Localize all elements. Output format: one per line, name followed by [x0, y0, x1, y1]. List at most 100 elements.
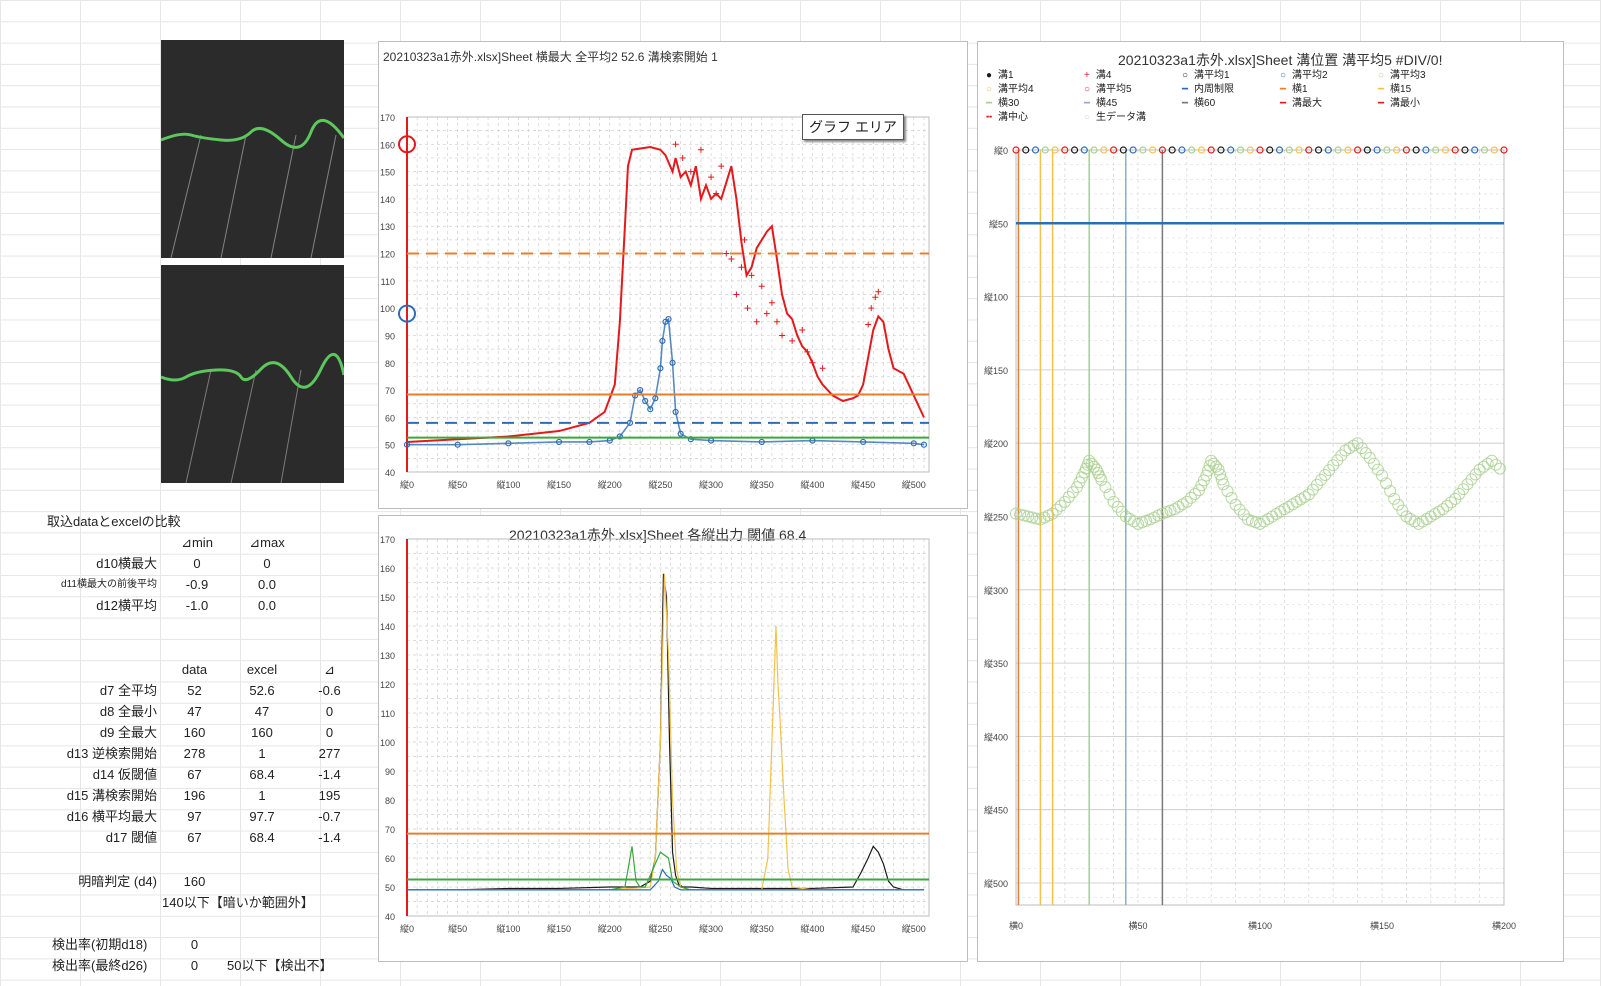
compare-cell-diff: -1.4 — [318, 830, 341, 845]
legend-symbol-icon: ○ — [1084, 84, 1091, 95]
x-tick-label: 縦450 — [851, 923, 875, 934]
raw-groove-point — [1428, 508, 1441, 521]
raw-groove-point — [1367, 457, 1380, 470]
top-data-point — [1451, 146, 1459, 154]
compare-cell-data: 67 — [187, 767, 202, 782]
legend-label: 溝平均5 — [1096, 84, 1132, 95]
compare-row: d17 閾値 67 68.4 -1.4 — [47, 827, 367, 848]
data-point-plus — [789, 337, 796, 344]
raw-groove-point — [1363, 451, 1376, 464]
top-data-point — [1178, 146, 1186, 154]
compare-cell-label: d8 全最小 — [99, 704, 157, 719]
data-point-plus — [819, 365, 826, 372]
compare-cell-excel: 160 — [251, 725, 273, 740]
y-tick-label: 40 — [385, 912, 395, 922]
compare-cell-excel: 47 — [254, 704, 270, 719]
legend-label: 横15 — [1390, 84, 1412, 95]
raw-groove-point — [1026, 511, 1039, 524]
y-tick-label: 140 — [380, 622, 395, 632]
y-tick-label: 縦350 — [984, 658, 1008, 669]
x-tick-label: 縦450 — [851, 479, 875, 490]
data-point-plus — [763, 310, 770, 317]
chart-groove-position-panel[interactable]: 20210323a1赤外.xlsx]Sheet 溝位置 溝平均5 #DIV/0!… — [977, 41, 1564, 962]
compare-cell-diff: -0.7 — [318, 809, 341, 824]
sheet-section-label: 取込dataとexcelの比較 — [47, 514, 181, 529]
data-point-plus — [708, 174, 715, 181]
y-tick-label: 150 — [380, 593, 395, 603]
legend-label: 溝4 — [1095, 70, 1112, 81]
x-tick-label: 縦300 — [699, 479, 723, 490]
y-tick-label: 170 — [380, 113, 395, 123]
compare-cell-label: d14 仮閾値 — [92, 767, 157, 782]
top-data-point — [1236, 146, 1245, 154]
top-data-point — [1207, 146, 1215, 154]
y-tick-label: 縦250 — [984, 512, 1008, 523]
top-data-point — [1041, 146, 1049, 154]
plot-area — [1015, 149, 1505, 906]
data-point-plus — [799, 327, 806, 333]
legend-label: 横45 — [1096, 98, 1118, 109]
top-data-point — [1432, 146, 1440, 154]
legend-symbol-icon: ○ — [1280, 70, 1287, 81]
raw-groove-point — [1233, 503, 1246, 516]
top-data-point — [1500, 146, 1508, 154]
y-tick-label: 縦150 — [984, 365, 1008, 376]
data-point-plus — [718, 163, 725, 170]
compare-row: d9 全最大 160 160 0 — [47, 722, 367, 743]
top-data-point — [1490, 146, 1498, 154]
raw-groove-point — [1331, 454, 1344, 467]
legend-label: 溝平均3 — [1390, 70, 1426, 81]
raw-groove-point — [1050, 503, 1063, 516]
top-data-point — [1070, 146, 1079, 154]
y-tick-label: 130 — [380, 651, 395, 661]
raw-groove-point — [1210, 460, 1223, 473]
raw-groove-point — [1380, 477, 1393, 490]
series-line — [407, 317, 925, 446]
x-tick-label: 横50 — [1128, 920, 1147, 931]
y-tick-label: 縦450 — [984, 805, 1008, 816]
raw-groove-point — [1215, 473, 1228, 486]
data-point-plus — [687, 168, 694, 175]
chart3-svg: 縦0 縦50 縦100 縦150 縦200 縦250 縦300 縦350 縦400 縦450 縦50… — [984, 145, 1516, 931]
raw-groove-point — [1217, 478, 1230, 491]
raw-groove-point — [1286, 498, 1299, 511]
chart-each-column-panel[interactable]: 20210323a1赤外.xlsx]Sheet 各縦出力 閾値 68.4 40 5… — [378, 515, 968, 962]
legend-symbol-icon: ━ — [1182, 98, 1189, 109]
top-data-point — [1110, 146, 1118, 154]
y-tick-label: 110 — [381, 277, 395, 287]
top-data-point — [1149, 146, 1157, 154]
compare-cell-diff: 0 — [325, 704, 334, 719]
x-tick-label: 縦500 — [902, 923, 926, 934]
raw-groove-point — [1306, 483, 1319, 496]
data-point-plus — [758, 283, 765, 290]
x-tick-label: 縦400 — [800, 923, 824, 934]
compare-cell-excel: 1 — [258, 746, 266, 761]
data-point-plus — [744, 305, 751, 312]
top-data-point — [1022, 146, 1030, 154]
top-data-point — [1090, 146, 1098, 154]
compare-row: d13 逆検索開始 278 1 277 — [47, 743, 367, 764]
raw-groove-point — [1493, 462, 1506, 475]
raw-groove-point — [1489, 458, 1502, 471]
legend-label: 溝平均1 — [1194, 70, 1230, 81]
top-data-point — [1480, 146, 1489, 154]
raw-groove-point — [1099, 481, 1112, 494]
x-tick-label: 縦50 — [448, 479, 467, 490]
chart-yoko-max-panel[interactable]: 20210323a1赤外.xlsx]Sheet 横最大 全平均2 52.6 溝検… — [378, 41, 968, 509]
y-tick-label: 80 — [385, 359, 395, 369]
series-line — [407, 868, 924, 891]
top-data-point — [1158, 146, 1166, 154]
top-data-point — [1051, 146, 1059, 154]
data-point-plus — [713, 190, 720, 197]
raw-groove-point — [1088, 460, 1101, 473]
raw-groove-point — [1066, 486, 1079, 499]
y-tick-label: 110 — [381, 709, 395, 719]
legend-item: ○ 溝平均2 — [1280, 66, 1328, 81]
chart1-svg: 40 50 60 70 80 90 100 110 120 130 140 150 160 170 縦0 縦5… — [380, 113, 930, 490]
y-tick-label: 縦300 — [984, 585, 1008, 596]
raw-groove-point — [1270, 508, 1283, 521]
compare-cell-data: 52 — [187, 683, 202, 698]
compare-cell-excel: 1 — [258, 788, 266, 803]
top-data-point — [1012, 146, 1020, 154]
y-tick-label: 縦200 — [984, 438, 1008, 449]
